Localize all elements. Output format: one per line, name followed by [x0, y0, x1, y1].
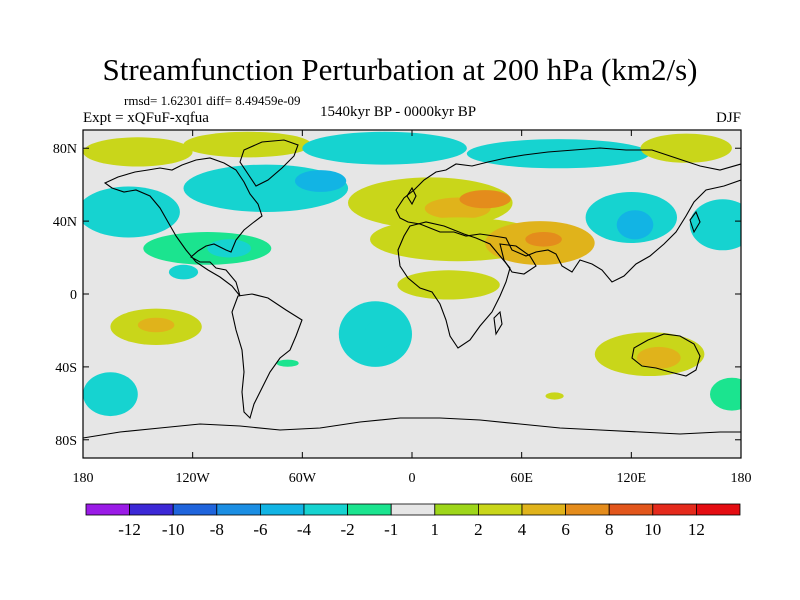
- colorbar-label: 8: [605, 520, 614, 539]
- coastline-uk: [406, 186, 417, 206]
- anomaly-region-6: [295, 170, 347, 192]
- anomaly-region-14: [525, 232, 562, 247]
- chart-title: Streamfunction Perturbation at 200 hPa (…: [102, 52, 698, 87]
- coastline-madagascar: [493, 310, 503, 336]
- x-tick-label: 180: [731, 471, 752, 486]
- anomaly-region-8: [86, 210, 124, 233]
- colorbar-label: -10: [162, 520, 185, 539]
- colorbar-swatch-14: [696, 503, 741, 516]
- colorbar-swatch-0: [85, 503, 130, 516]
- season-label: DJF: [715, 110, 741, 126]
- coastline-japan: [689, 210, 701, 234]
- colorbar-swatch-12: [608, 503, 654, 516]
- coastline-eurasia: [395, 147, 741, 283]
- anomaly-region-16: [616, 210, 654, 240]
- colorbar-label: 1: [431, 520, 440, 539]
- colorbar-label: 2: [474, 520, 483, 539]
- x-tick-label: 60W: [289, 471, 317, 486]
- anomaly-region-0: [83, 137, 193, 167]
- colorbar-swatch-2: [172, 503, 218, 516]
- y-tick-label: 80S: [55, 434, 77, 449]
- colorbar-swatch-5: [303, 503, 348, 516]
- colorbar-swatch-4: [259, 503, 305, 516]
- coastline-greenland: [239, 139, 299, 187]
- axis-ticks: 180 120W 60W 0 60E 120E 180 80N 40N 0 40S 80S: [53, 130, 752, 486]
- coastline-africa: [397, 221, 511, 349]
- colorbar-label: -1: [384, 520, 398, 539]
- anomaly-region-29: [710, 377, 741, 411]
- colorbar-swatch-11: [565, 503, 610, 516]
- y-tick-label: 40S: [55, 361, 77, 376]
- coastline-north-america: [103, 157, 263, 297]
- anomaly-layer: [83, 131, 741, 417]
- colorbar-swatch-13: [652, 503, 697, 516]
- anomaly-region-11: [459, 190, 511, 209]
- colorbar-label: 6: [561, 520, 570, 539]
- period-label: 1540kyr BP - 0000kyr BP: [320, 104, 477, 120]
- colorbar-label: -2: [341, 520, 355, 539]
- anomaly-region-25: [364, 319, 394, 349]
- coastline-south-america: [231, 293, 303, 420]
- colorbar-label: -6: [253, 520, 267, 539]
- anomaly-region-3: [466, 139, 650, 169]
- colorbar-label: 4: [518, 520, 527, 539]
- colorbar-swatch-9: [477, 503, 523, 516]
- anomaly-region-19: [207, 239, 252, 258]
- colorbar-swatch-1: [129, 503, 174, 516]
- colorbar-swatch-7: [390, 503, 436, 516]
- x-tick-label: 0: [409, 471, 416, 486]
- x-tick-label: 180: [73, 471, 94, 486]
- colorbar-label: -4: [297, 520, 312, 539]
- anomaly-region-27: [636, 346, 681, 369]
- anomaly-region-23: [137, 317, 175, 333]
- colorbar-swatch-3: [216, 503, 261, 516]
- anomaly-region-20: [168, 264, 199, 280]
- anomaly-region-1: [183, 131, 312, 158]
- y-tick-label: 80N: [53, 142, 77, 157]
- anomaly-region-21: [397, 270, 500, 300]
- colorbar-label: 10: [644, 520, 661, 539]
- coastline-layer: [83, 139, 741, 439]
- anomaly-region-2: [302, 131, 467, 165]
- anomaly-region-18: [143, 232, 272, 265]
- coastline-arabia: [499, 243, 537, 275]
- x-tick-label: 120W: [176, 471, 211, 486]
- anomaly-region-4: [640, 133, 732, 163]
- anomaly-region-30: [545, 392, 564, 400]
- coastline-antarctica: [83, 417, 741, 439]
- colorbar-label: -12: [118, 520, 141, 539]
- colorbar-swatch-10: [521, 503, 566, 516]
- x-tick-label: 60E: [510, 471, 533, 486]
- x-tick-label: 120E: [617, 471, 647, 486]
- colorbar-swatch-8: [434, 503, 479, 516]
- anomaly-region-31: [276, 359, 299, 367]
- coastline-australia: [631, 333, 701, 377]
- y-tick-label: 0: [70, 288, 77, 303]
- colorbar-label: 12: [688, 520, 705, 539]
- stats-text: rmsd= 1.62301 diff= 8.49459e-09: [124, 93, 301, 108]
- anomaly-region-28: [83, 372, 138, 417]
- anomaly-region-17: [689, 199, 741, 251]
- colorbar-swatch-6: [347, 503, 392, 516]
- experiment-label: Expt = xQFuF-xqfua: [83, 110, 209, 126]
- colorbar-label: -8: [210, 520, 224, 539]
- y-tick-label: 40N: [53, 215, 77, 230]
